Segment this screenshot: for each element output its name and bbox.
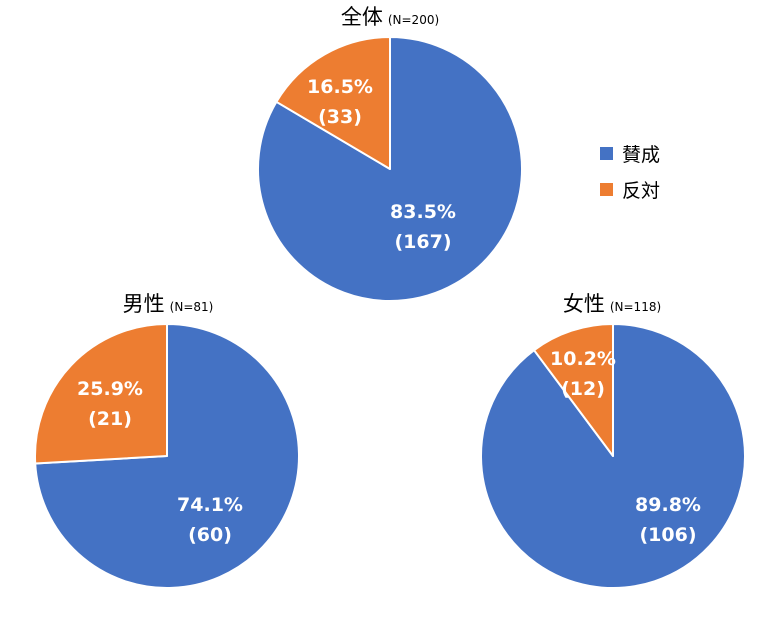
legend-item-oppose: 反対	[600, 180, 660, 202]
pie-chart-male: 男性 (N=81) 74.1% (60) 25.9% (21)	[34, 292, 300, 589]
data-label-percent: 25.9%	[77, 378, 143, 400]
legend-label-support: 賛成	[622, 144, 660, 166]
pie-labels: 83.5% (167) 16.5% (33)	[307, 76, 456, 253]
legend-swatch-support	[600, 147, 613, 160]
data-label-percent: 83.5%	[390, 201, 456, 223]
pie-slices	[34, 323, 300, 589]
pie-chart-female: 女性 (N=118) 89.8% (106) 10.2% (12)	[480, 292, 746, 589]
pie-labels: 89.8% (106) 10.2% (12)	[550, 348, 701, 546]
data-label-count: (21)	[88, 408, 132, 430]
data-label-count: (167)	[394, 231, 451, 253]
legend-swatch-oppose	[600, 183, 613, 196]
legend-item-support: 賛成	[600, 144, 660, 166]
data-label-percent: 16.5%	[307, 76, 373, 98]
chart-sample-size: (N=81)	[170, 300, 214, 314]
chart-title-male: 男性 (N=81)	[123, 292, 214, 316]
chart-sample-size: (N=200)	[388, 13, 439, 27]
chart-title-female: 女性 (N=118)	[563, 292, 661, 316]
data-label-percent: 89.8%	[635, 494, 701, 516]
legend-label-oppose: 反対	[622, 180, 660, 202]
pie-chart-overall: 全体 (N=200) 83.5% (167) 16.5% (33)	[257, 5, 523, 302]
chart-title-overall: 全体 (N=200)	[341, 5, 439, 29]
slice-oppose	[34, 323, 168, 465]
chart-title-text: 全体	[341, 5, 383, 29]
data-label-count: (12)	[561, 378, 605, 400]
chart-title-text: 男性	[123, 292, 165, 316]
data-label-percent: 10.2%	[550, 348, 616, 370]
chart-title-text: 女性	[563, 292, 605, 316]
pie-slices	[480, 323, 746, 589]
slice-support	[480, 323, 746, 589]
chart-sample-size: (N=118)	[610, 300, 661, 314]
data-label-count: (33)	[318, 106, 362, 128]
data-label-count: (106)	[639, 524, 696, 546]
pie-labels: 74.1% (60) 25.9% (21)	[77, 378, 243, 546]
slice-oppose	[533, 323, 614, 457]
data-label-count: (60)	[188, 524, 232, 546]
data-label-percent: 74.1%	[177, 494, 243, 516]
legend: 賛成 反対	[600, 144, 660, 202]
slice-oppose	[275, 36, 391, 170]
pie-slices	[257, 36, 523, 302]
